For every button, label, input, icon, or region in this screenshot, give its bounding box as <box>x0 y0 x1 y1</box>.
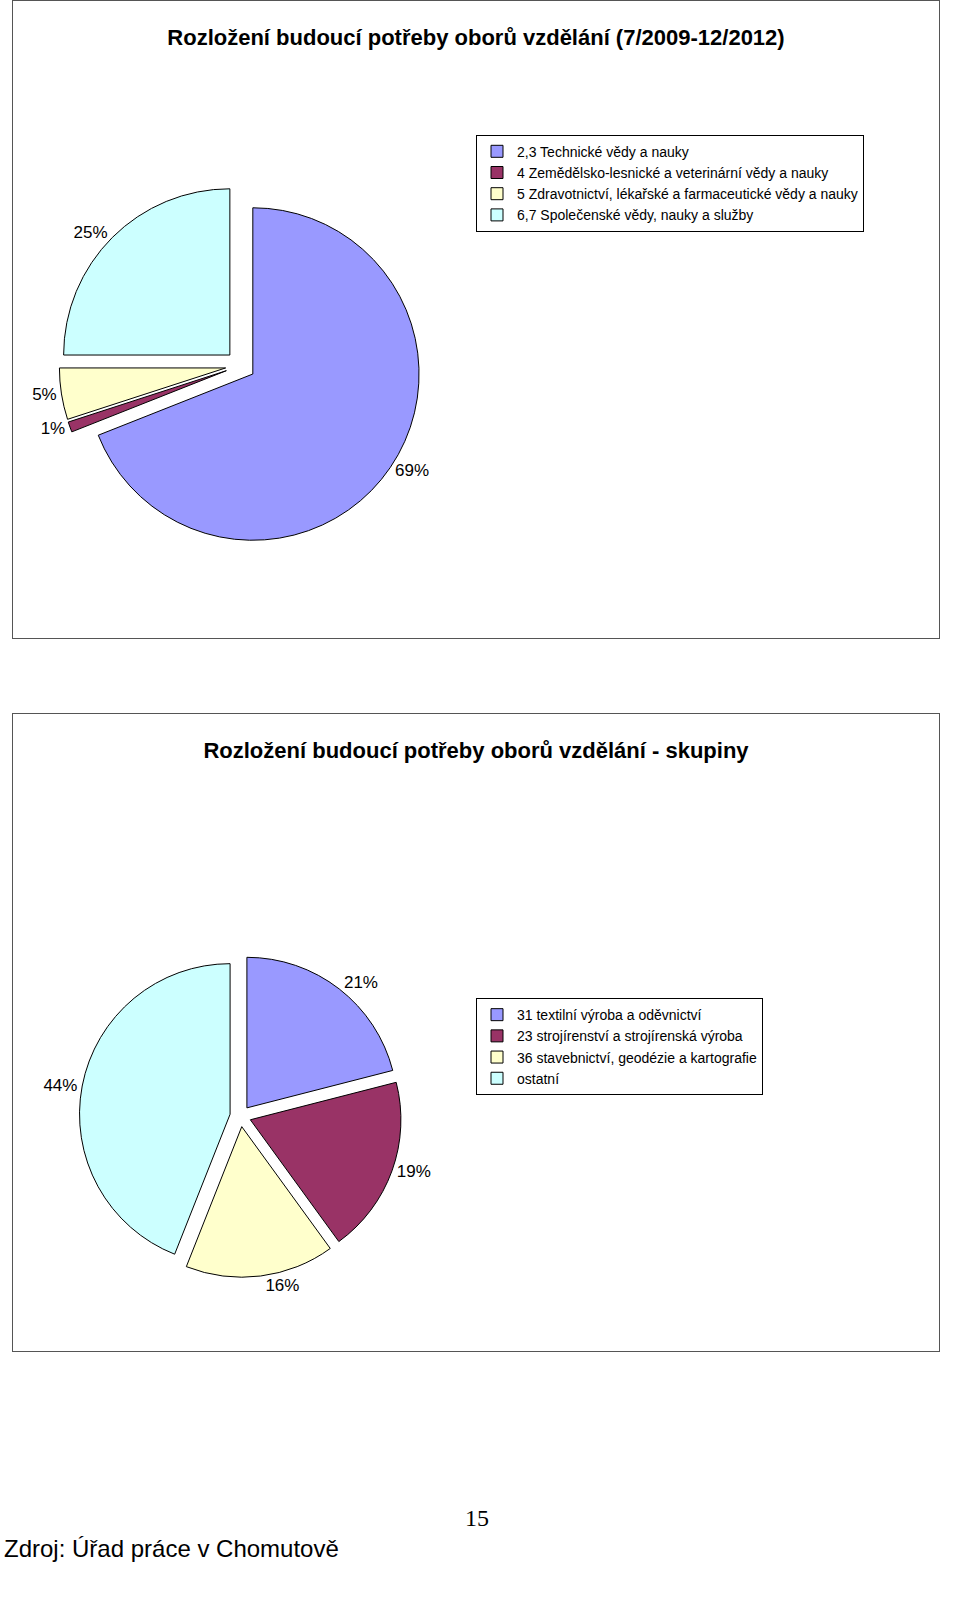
svg-text:23 strojírenství a strojírensk: 23 strojírenství a strojírenská výroba <box>517 1028 743 1044</box>
svg-text:21%: 21% <box>344 973 378 992</box>
svg-text:16%: 16% <box>265 1276 299 1295</box>
svg-text:36 stavebnictví, geodézie a ka: 36 stavebnictví, geodézie a kartografie <box>517 1050 757 1066</box>
svg-text:6,7 Společenské vědy, nauky a: 6,7 Společenské vědy, nauky a služby <box>517 207 753 223</box>
svg-text:1%: 1% <box>41 419 66 438</box>
svg-text:44%: 44% <box>43 1076 77 1095</box>
html-text:Zdroj: Úřad práce v Chomutově: Zdroj: Úřad práce v Chomutově <box>4 1535 339 1562</box>
svg-text:2,3 Technické vědy a nauky: 2,3 Technické vědy a nauky <box>517 144 689 160</box>
svg-text:ostatní: ostatní <box>517 1071 559 1087</box>
html-text:15: 15 <box>465 1505 489 1531</box>
svg-text:31 textilní výroba a oděvnictv: 31 textilní výroba a oděvnictví <box>517 1007 702 1023</box>
svg-text:25%: 25% <box>74 223 108 242</box>
svg-text:5%: 5% <box>32 385 57 404</box>
svg-text:19%: 19% <box>397 1162 431 1181</box>
svg-text:69%: 69% <box>395 461 429 480</box>
svg-text:4 Zemědělsko-lesnické a veteri: 4 Zemědělsko-lesnické a veterinární vědy… <box>517 165 828 181</box>
svg-text:5 Zdravotnictví, lékařské a fa: 5 Zdravotnictví, lékařské a farmaceutick… <box>517 186 858 202</box>
svg-text:Rozložení budoucí potřeby obor: Rozložení budoucí potřeby oborů vzdělání… <box>167 25 784 50</box>
svg-text:Rozložení budoucí potřeby obor: Rozložení budoucí potřeby oborů vzdělání… <box>203 738 749 763</box>
